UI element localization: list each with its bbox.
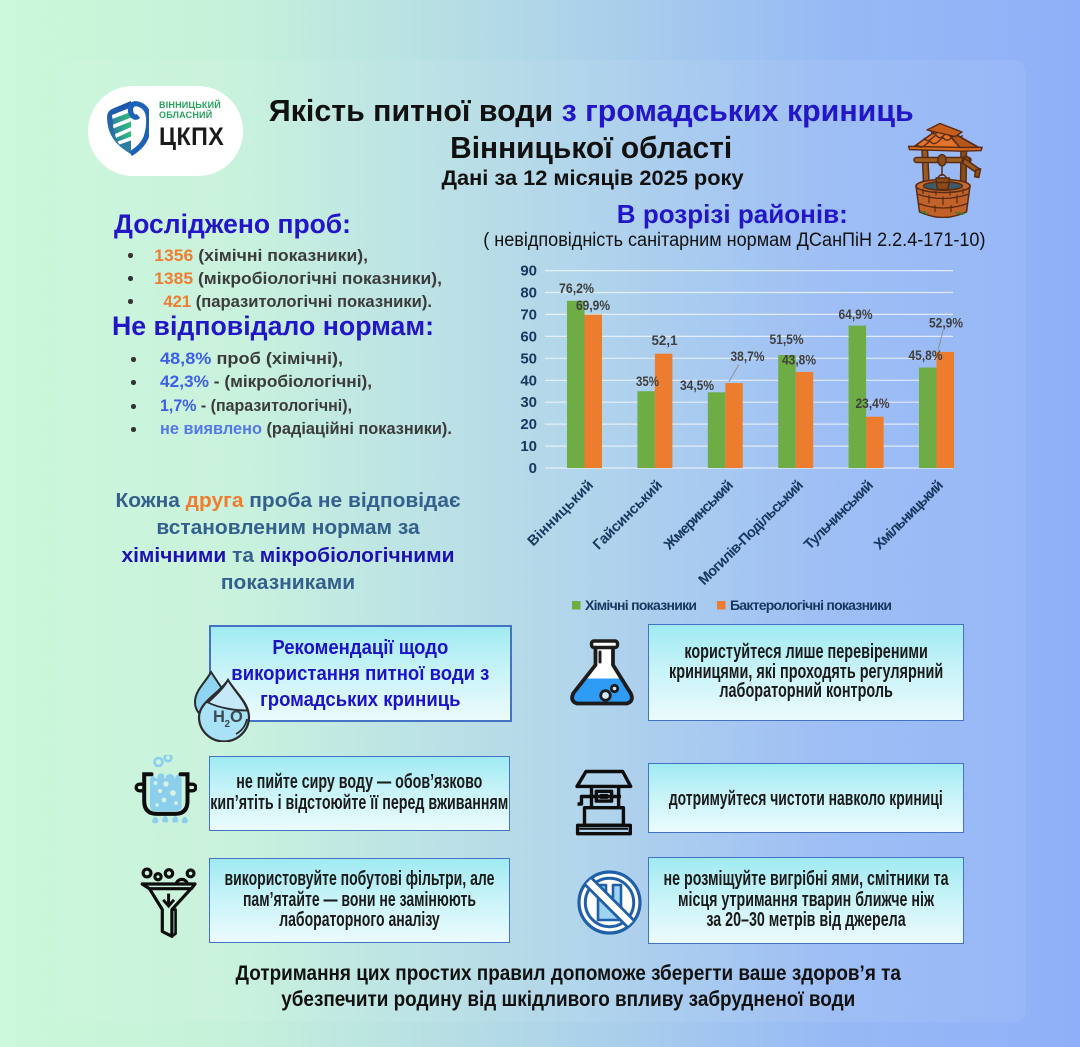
svg-text:60: 60: [520, 328, 537, 345]
svg-text:80: 80: [520, 285, 537, 302]
svg-text:50: 50: [520, 350, 537, 367]
svg-text:20: 20: [520, 416, 537, 433]
svg-text:38,7%: 38,7%: [731, 348, 765, 364]
svg-text:51,5%: 51,5%: [770, 331, 804, 347]
svg-text:O: O: [230, 708, 243, 726]
svg-text:H: H: [213, 708, 225, 726]
svg-text:40: 40: [520, 372, 537, 389]
svg-text:10: 10: [520, 438, 537, 455]
svg-text:90: 90: [520, 263, 537, 280]
svg-text:52,1: 52,1: [652, 332, 678, 348]
svg-text:2: 2: [225, 719, 231, 730]
svg-text:30: 30: [520, 394, 537, 411]
svg-text:23,4%: 23,4%: [856, 395, 890, 411]
svg-text:76,2%: 76,2%: [559, 280, 594, 296]
svg-text:70: 70: [520, 306, 537, 323]
svg-text:52,9%: 52,9%: [929, 315, 963, 331]
svg-text:Вінницький: Вінницький: [525, 478, 597, 550]
svg-text:0: 0: [529, 460, 537, 477]
svg-text:69,9%: 69,9%: [576, 297, 610, 313]
svg-text:Хмільницький: Хмільницький: [871, 478, 947, 554]
svg-text:Бактерологічні показники: Бактерологічні показники: [730, 597, 892, 613]
svg-text:Тульчинський: Тульчинський: [801, 478, 877, 554]
svg-text:45,8%: 45,8%: [909, 347, 943, 363]
svg-text:Жмеринський: Жмеринський: [660, 478, 736, 554]
svg-text:35%: 35%: [636, 373, 659, 389]
svg-text:Гайсинський: Гайсинський: [590, 478, 666, 554]
svg-text:Хімічні показники: Хімічні показники: [585, 597, 697, 613]
svg-text:64,9%: 64,9%: [839, 306, 873, 322]
svg-text:34,5%: 34,5%: [680, 377, 714, 393]
svg-text:43,8%: 43,8%: [782, 352, 816, 368]
